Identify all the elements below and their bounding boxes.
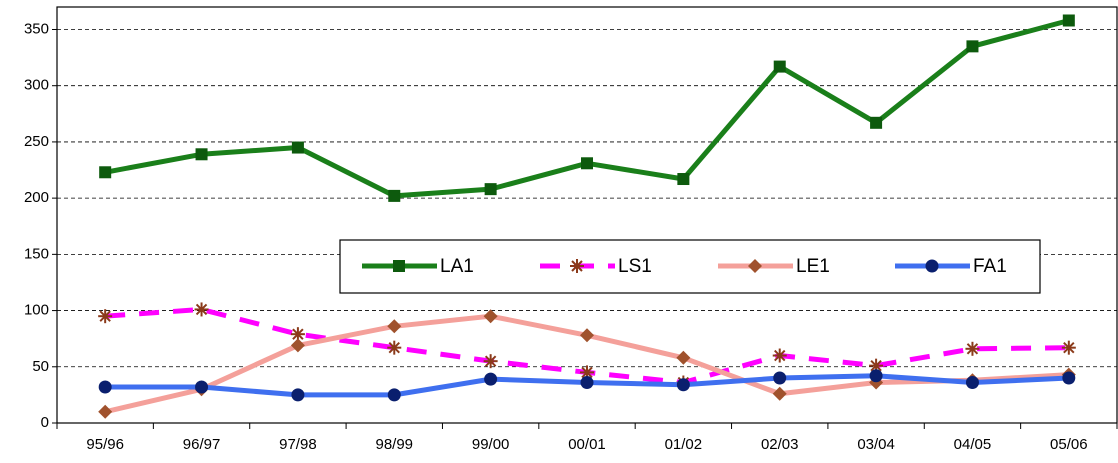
- y-tick-label: 0: [41, 414, 49, 431]
- marker: [291, 141, 304, 154]
- marker: [194, 302, 209, 317]
- marker: [393, 260, 405, 272]
- marker: [581, 157, 593, 170]
- y-tick-label: 250: [24, 133, 49, 150]
- marker: [98, 309, 113, 324]
- y-tick-label: 100: [24, 302, 49, 319]
- marker: [387, 388, 401, 402]
- marker-stroke: [1063, 341, 1075, 354]
- marker: [772, 386, 787, 401]
- y-tick-label: 50: [32, 358, 49, 375]
- marker: [966, 40, 979, 53]
- x-tick-label: 03/04: [857, 436, 895, 453]
- marker: [677, 173, 690, 186]
- marker: [387, 340, 402, 355]
- marker: [99, 166, 112, 179]
- marker: [195, 148, 208, 161]
- marker: [580, 328, 594, 343]
- marker: [870, 116, 883, 129]
- x-tick-label: 97/98: [279, 436, 317, 453]
- marker: [869, 369, 883, 383]
- marker: [1062, 14, 1075, 27]
- y-tick-label: 150: [24, 245, 49, 262]
- marker: [773, 60, 786, 73]
- legend-text: FA1: [973, 256, 1007, 277]
- marker-stroke: [99, 310, 111, 322]
- y-tick-label: 200: [24, 189, 49, 206]
- marker-stroke: [571, 260, 583, 272]
- marker: [483, 309, 498, 324]
- marker: [1062, 371, 1076, 385]
- marker: [965, 341, 980, 356]
- y-tick-label: 350: [24, 20, 49, 37]
- x-tick-label: 04/05: [954, 436, 992, 453]
- legend: LA1 LS1 LE1 FA1: [339, 239, 1041, 294]
- marker-stroke: [581, 366, 593, 379]
- marker-stroke: [484, 355, 497, 367]
- marker-stroke: [195, 303, 208, 316]
- legend-text: LS1: [618, 256, 652, 277]
- marker: [748, 259, 762, 273]
- x-tick-label: 01/02: [665, 436, 703, 453]
- x-tick-label: 05/06: [1050, 436, 1088, 453]
- x-tick-label: 98/99: [375, 436, 413, 453]
- x-tick-label: 95/96: [86, 436, 124, 453]
- marker: [387, 319, 402, 334]
- marker: [676, 378, 690, 392]
- marker: [676, 350, 691, 365]
- plot-border: [56, 6, 1118, 424]
- marker: [484, 183, 497, 196]
- marker-stroke: [292, 328, 304, 340]
- marker: [570, 259, 584, 273]
- marker: [772, 348, 787, 363]
- marker: [580, 376, 594, 390]
- marker: [484, 372, 498, 386]
- marker-stroke: [870, 359, 882, 372]
- marker-stroke: [774, 349, 786, 362]
- marker: [388, 189, 401, 202]
- x-tick-label: 00/01: [568, 436, 606, 453]
- marker: [1061, 340, 1076, 355]
- x-tick-label: 99/00: [472, 436, 510, 453]
- marker: [291, 388, 305, 402]
- marker-stroke: [388, 341, 400, 354]
- marker: [925, 259, 939, 273]
- marker: [195, 380, 209, 394]
- legend-text: LE1: [796, 256, 830, 277]
- marker-stroke: [966, 343, 979, 355]
- series-line: [104, 18, 1070, 199]
- marker: [98, 404, 113, 419]
- marker: [483, 354, 498, 369]
- legend-text: LA1: [440, 256, 474, 277]
- marker: [965, 376, 979, 390]
- x-tick-label: 96/97: [183, 436, 221, 453]
- marker: [98, 380, 112, 394]
- marker: [773, 371, 787, 385]
- y-tick-label: 300: [24, 77, 49, 94]
- marker: [290, 338, 305, 353]
- x-tick-label: 02/03: [761, 436, 799, 453]
